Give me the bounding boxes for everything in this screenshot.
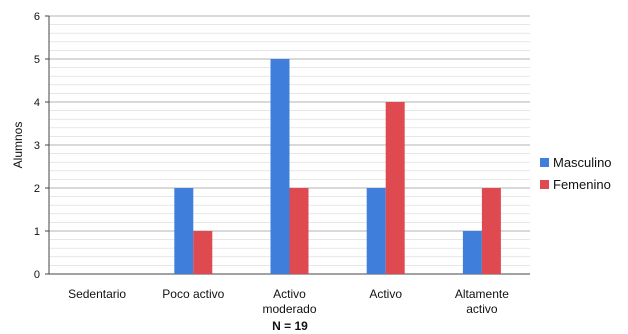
x-tick-label: Activo	[369, 287, 402, 301]
bar-femenino-3	[289, 188, 309, 274]
y-tick-label: 4	[34, 97, 40, 109]
bar-femenino-4	[385, 102, 405, 274]
x-tick-label: Activo moderado	[262, 287, 316, 316]
legend-swatch	[540, 158, 549, 167]
sample-size-note: N = 19	[272, 319, 308, 333]
x-tick-label: Sedentario	[68, 287, 126, 301]
bar-masculino-2	[174, 188, 194, 274]
legend-label: Femenino	[553, 177, 611, 192]
bar-femenino-5	[481, 188, 501, 274]
y-tick-label: 0	[34, 269, 40, 281]
y-tick-labels: 0 1 2 3 4 5 6	[34, 11, 49, 281]
y-tick-label: 1	[34, 226, 40, 238]
legend-swatch	[540, 180, 549, 189]
bar-masculino-4	[366, 188, 386, 274]
legend-label: Masculino	[553, 155, 612, 170]
x-tick-label: Poco activo	[162, 287, 224, 301]
bars	[174, 59, 501, 274]
y-tick-label: 2	[34, 183, 40, 195]
x-tick-labels: Sedentario Poco activo Activo moderado Activ…	[68, 287, 509, 316]
bar-masculino-3	[270, 59, 290, 274]
bar-masculino-5	[462, 231, 482, 274]
bar-femenino-2	[193, 231, 213, 274]
x-tick-label: Altamente activo	[455, 287, 509, 316]
legend: Masculino Femenino	[540, 155, 612, 192]
y-tick-label: 3	[34, 140, 40, 152]
y-tick-label: 5	[34, 54, 40, 66]
y-axis-label: Alumnos	[11, 122, 25, 169]
y-tick-label: 6	[34, 11, 40, 23]
